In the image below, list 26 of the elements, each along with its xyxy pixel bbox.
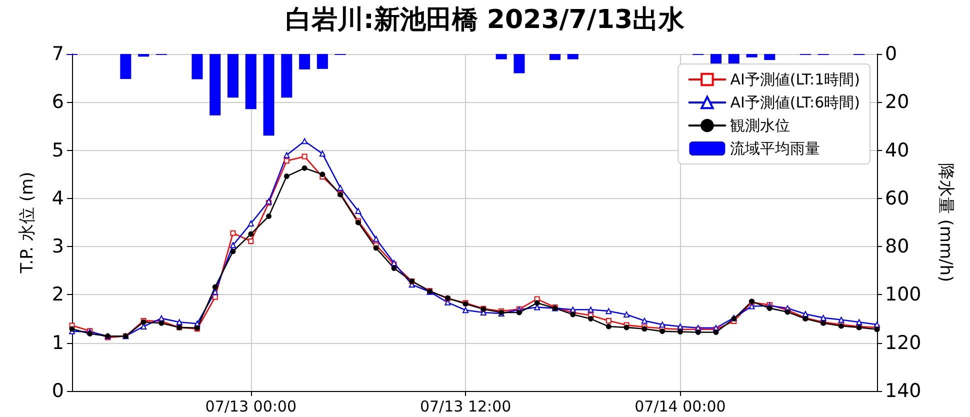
y2-tick-label: 0 bbox=[885, 43, 898, 65]
y-tick-label: 5 bbox=[52, 139, 64, 162]
legend-label: 観測水位 bbox=[730, 116, 790, 134]
x-tick-label: 07/13 12:00 bbox=[420, 398, 512, 416]
x-tick-label: 07/14 00:00 bbox=[634, 398, 726, 416]
y2-tick-label: 60 bbox=[885, 187, 910, 210]
x-tick-label: 07/13 00:00 bbox=[205, 398, 297, 416]
y2-tick-label: 140 bbox=[885, 380, 922, 402]
y-tick-label: 7 bbox=[52, 43, 64, 65]
y2-axis-title: 降水量 (mm/h) bbox=[936, 162, 956, 282]
y-tick-label: 0 bbox=[52, 380, 64, 402]
chart-title: 白岩川:新池田橋 2023/7/13出水 bbox=[285, 5, 686, 35]
legend-label: 流域平均雨量 bbox=[730, 140, 820, 158]
y-tick-label: 2 bbox=[52, 284, 64, 306]
y2-tick-label: 20 bbox=[885, 91, 910, 114]
y-tick-label: 1 bbox=[52, 332, 64, 354]
legend-label: AI予測値(LT:6時間) bbox=[730, 94, 860, 112]
y-tick-label: 4 bbox=[52, 187, 64, 210]
y2-tick-label: 100 bbox=[885, 284, 922, 306]
legend-label: AI予測値(LT:1時間) bbox=[730, 70, 860, 88]
y-tick-label: 6 bbox=[52, 91, 64, 114]
y-axis-title: T.P. 水位 (m) bbox=[18, 172, 38, 274]
y-tick-label: 3 bbox=[52, 236, 64, 258]
y2-tick-label: 80 bbox=[885, 236, 910, 258]
y2-tick-label: 120 bbox=[885, 332, 922, 354]
y2-tick-label: 40 bbox=[885, 139, 910, 162]
